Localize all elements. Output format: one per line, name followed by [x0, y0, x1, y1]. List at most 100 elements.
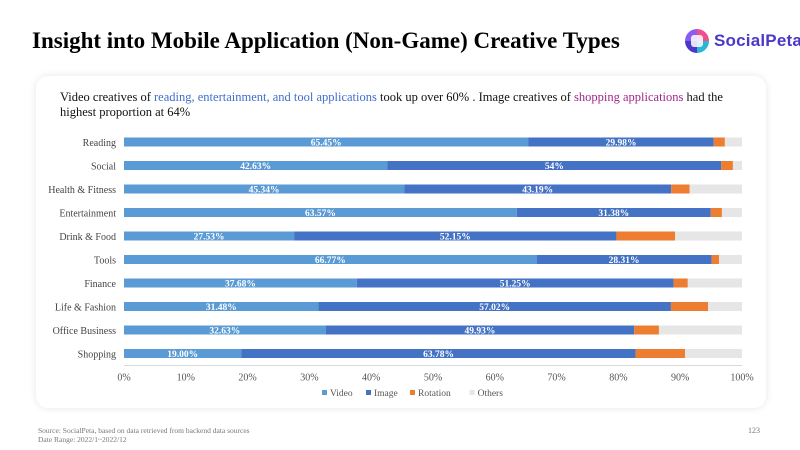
bar-segment-others [724, 137, 742, 147]
legend-label: Rotation [418, 389, 451, 399]
legend-label: Video [330, 389, 353, 399]
bar-segment-others [675, 231, 742, 241]
data-label: 63.78% [423, 350, 454, 360]
legend-swatch-image [366, 390, 371, 395]
insight-part-1: Video creatives of [60, 90, 155, 104]
bar-segment-image [318, 302, 671, 311]
bar-segment-image [528, 137, 714, 147]
category-label: Finance [84, 279, 116, 290]
bar-segment-rotation [671, 184, 690, 194]
bar-segment-video [124, 184, 405, 194]
category-label: Shopping [78, 350, 116, 361]
data-label: 31.38% [598, 209, 629, 219]
logo-text: SocialPeta [714, 31, 800, 50]
data-label: 37.68% [225, 280, 256, 290]
insight-highlight-shopping: shopping applications [574, 90, 684, 104]
bar-segment-others [719, 255, 742, 264]
bar-segment-rotation [635, 349, 686, 358]
x-tick-label: 50% [424, 373, 442, 384]
insight-part-2: took up over 60% . Image creatives of [376, 90, 575, 104]
bar-segment-rotation [634, 325, 659, 335]
bar-segment-video [124, 137, 529, 147]
x-tick-label: 90% [671, 373, 689, 384]
insight-highlight-apps: reading, entertainment, and tool applica… [154, 90, 377, 104]
bar-segment-others [687, 278, 742, 288]
category-label: Health & Fitness [48, 185, 116, 196]
footer-date-range: Date Range: 2022/1~2022/12 [38, 435, 127, 444]
bar-segment-rotation [616, 231, 676, 241]
bar-segment-video [124, 208, 517, 217]
bar-segment-video [124, 278, 357, 288]
insight-text: Video creatives of reading, entertainmen… [60, 90, 760, 120]
legend-swatch-others [469, 390, 475, 395]
category-label: Social [91, 162, 116, 173]
data-label: 65.45% [311, 139, 342, 149]
data-label: 29.98% [606, 139, 637, 149]
bar-segment-rotation [713, 137, 725, 147]
bar-segment-rotation [670, 302, 709, 311]
x-tick-label: 70% [547, 373, 565, 384]
bar-segment-image [516, 208, 711, 217]
insight-part-3: had the highest proportion at 64% [60, 90, 723, 119]
bar-segment-others [685, 349, 742, 358]
bar-segment-video [124, 231, 295, 241]
x-tick-label: 20% [238, 373, 256, 384]
data-label: 52.15% [440, 233, 471, 243]
socialpeta-logo-icon [685, 29, 709, 53]
x-tick-label: 40% [362, 373, 380, 384]
data-label: 43.19% [522, 186, 553, 196]
data-label: 32.63% [209, 327, 240, 337]
x-tick-label: 0% [117, 373, 130, 384]
x-tick-label: 30% [300, 373, 318, 384]
page-title: Insight into Mobile Application (Non-Gam… [32, 28, 620, 53]
data-label: 54% [545, 162, 564, 172]
bar-segment-video [124, 302, 319, 311]
page-number: 123 [748, 426, 760, 435]
category-label: Life & Fashion [55, 303, 116, 314]
bar-segment-rotation [711, 255, 720, 264]
bar-segment-rotation [710, 208, 722, 217]
legend-label: Image [374, 389, 398, 399]
footer-source: Source: SocialPeta, based on data retrie… [38, 426, 250, 435]
bar-segment-image [294, 231, 617, 241]
data-label: 51.25% [500, 280, 531, 290]
data-label: 45.34% [249, 186, 280, 196]
bar-segment-rotation [673, 278, 688, 288]
legend-swatch-rotation [410, 390, 415, 395]
logo: SocialPeta [684, 27, 800, 55]
bar-segment-image [356, 278, 674, 288]
bar-segment-image [536, 255, 712, 264]
bar-segment-video [124, 161, 388, 170]
data-label: 27.53% [194, 233, 225, 243]
bar-segment-video [124, 255, 537, 264]
data-label: 19.00% [167, 350, 198, 360]
bar-segment-video [124, 325, 326, 335]
category-label: Entertainment [59, 209, 116, 220]
data-label: 66.77% [315, 256, 346, 266]
data-label: 63.57% [305, 209, 336, 219]
bar-segment-image [325, 325, 635, 335]
category-label: Reading [83, 138, 116, 149]
bar-segment-rotation [721, 161, 733, 170]
data-label: 57.02% [479, 303, 510, 313]
bar-segment-video [124, 349, 242, 358]
bar-segment-others [658, 325, 742, 335]
data-label: 31.48% [206, 303, 237, 313]
data-label: 49.93% [464, 327, 495, 337]
bar-segment-image [387, 161, 722, 170]
bar-segment-image [241, 349, 636, 358]
data-label: 42.63% [240, 162, 271, 172]
category-label: Tools [94, 256, 116, 267]
category-label: Office Business [53, 326, 117, 337]
x-tick-label: 100% [730, 373, 753, 384]
x-tick-label: 80% [609, 373, 627, 384]
data-label: 28.31% [609, 256, 640, 266]
bar-segment-image [404, 184, 672, 194]
bar-segment-others [721, 208, 742, 217]
x-tick-label: 10% [177, 373, 195, 384]
x-tick-label: 60% [486, 373, 504, 384]
bar-segment-others [708, 302, 742, 311]
bar-segment-others [732, 161, 742, 170]
category-label: Drink & Food [59, 232, 116, 243]
